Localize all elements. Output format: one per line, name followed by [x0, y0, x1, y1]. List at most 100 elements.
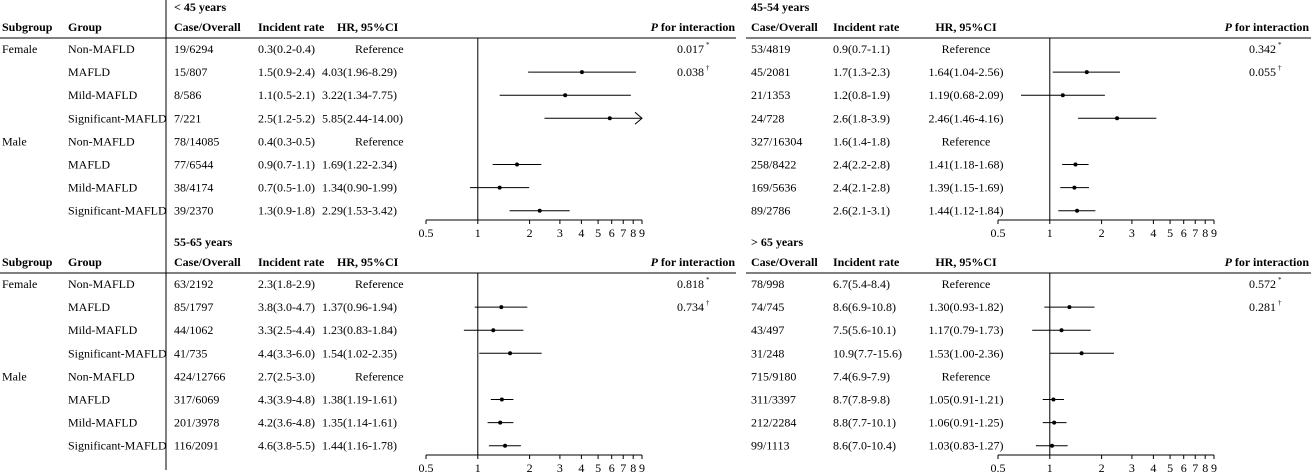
subgroup-label: Female	[2, 42, 37, 56]
case-overall-cell: 258/8422	[751, 158, 796, 172]
x-tick-label: 8	[630, 461, 636, 475]
hr-point	[499, 305, 504, 310]
case-overall-cell: 45/2081	[751, 65, 790, 79]
panel-title: 45-54 years	[751, 0, 810, 14]
incident-rate-cell: 1.1(0.5-2.1)	[258, 88, 315, 102]
group-label: Non-MAFLD	[68, 42, 135, 56]
header-incident-rate: Incident rate	[258, 20, 325, 34]
hr-point	[508, 351, 513, 356]
incident-rate-cell: 10.9(7.7-15.6)	[833, 346, 902, 360]
case-overall-cell: 116/2091	[174, 439, 219, 453]
hr-cell: 1.38(1.19-1.61)	[322, 393, 397, 407]
p-value: 0.818	[677, 277, 704, 291]
panel-2: 45-54 years Case/Overall Incident rate HR, …	[746, 0, 1311, 240]
x-tick-label: 4	[1150, 226, 1156, 240]
hr-point	[503, 443, 508, 448]
x-tick-label: 9	[639, 226, 645, 240]
header-group: Group	[68, 255, 102, 269]
case-overall-cell: 89/2786	[751, 204, 790, 218]
x-tick-label: 7	[620, 461, 626, 475]
group-label: Non-MAFLD	[68, 369, 135, 383]
hr-cell: Reference	[942, 277, 991, 291]
x-tick-label: 3	[1129, 226, 1135, 240]
x-tick-label: 6	[609, 461, 615, 475]
x-tick-label: 7	[1192, 226, 1198, 240]
hr-cell: 1.30(0.93-1.82)	[929, 300, 1004, 314]
x-tick-label: 5	[1167, 226, 1173, 240]
x-tick-label: 7	[1192, 461, 1198, 475]
group-label: MAFLD	[68, 300, 110, 314]
group-label: Significant-MAFLD	[68, 204, 167, 218]
hr-cell: 1.06(0.91-1.25)	[929, 416, 1004, 430]
p-value-mark: *	[1278, 41, 1282, 49]
x-tick-label: 6	[609, 226, 615, 240]
incident-rate-cell: 7.4(6.9-7.9)	[833, 369, 890, 383]
incident-rate-cell: 4.3(3.9-4.8)	[258, 393, 315, 407]
hr-point	[491, 328, 496, 333]
case-overall-cell: 169/5636	[751, 181, 796, 195]
case-overall-cell: 77/6544	[174, 158, 213, 172]
x-tick-label: 4	[578, 461, 584, 475]
x-tick-label: 5	[595, 226, 601, 240]
header-hr: HR, 95%CI	[337, 20, 399, 34]
incident-rate-cell: 1.3(0.9-1.8)	[258, 204, 315, 218]
x-tick-label: 3	[557, 461, 563, 475]
hr-cell: 1.41(1.18-1.68)	[929, 158, 1004, 172]
hr-point	[563, 93, 568, 98]
p-value-mark: *	[706, 41, 710, 49]
case-overall-cell: 8/586	[174, 88, 201, 102]
hr-point	[499, 397, 504, 402]
incident-rate-cell: 0.9(0.7-1.1)	[258, 158, 315, 172]
group-label: Mild-MAFLD	[68, 416, 138, 430]
case-overall-cell: 7/221	[174, 111, 201, 125]
incident-rate-cell: 8.6(7.0-10.4)	[833, 439, 896, 453]
case-overall-cell: 311/3397	[751, 393, 796, 407]
p-value: 0.734	[677, 300, 704, 314]
hr-point	[1079, 351, 1084, 356]
incident-rate-cell: 2.4(2.2-2.8)	[833, 158, 890, 172]
header-p-letter: P	[1225, 20, 1233, 34]
x-tick-label: 5	[595, 461, 601, 475]
x-tick-label: 2	[1099, 226, 1105, 240]
group-label: MAFLD	[68, 158, 110, 172]
header-p-interaction: P for interaction	[1225, 255, 1310, 269]
ci-arrow	[634, 111, 643, 125]
hr-cell: Reference	[355, 369, 404, 383]
x-tick-label: 9	[639, 461, 645, 475]
hr-point	[515, 162, 520, 167]
header-subgroup: Subgroup	[2, 255, 53, 269]
incident-rate-cell: 2.5(1.2-5.2)	[258, 111, 315, 125]
x-tick-label: 8	[1202, 461, 1208, 475]
hr-point	[1073, 162, 1078, 167]
panel-title: < 45 years	[174, 0, 226, 14]
incident-rate-cell: 1.5(0.9-2.4)	[258, 65, 315, 79]
hr-cell: Reference	[355, 277, 404, 291]
hr-cell: 1.44(1.16-1.78)	[322, 439, 397, 453]
hr-point	[1075, 208, 1080, 213]
header-p-rest: for interaction	[658, 255, 735, 269]
subgroup-label: Male	[2, 369, 27, 383]
p-value-mark: †	[1278, 64, 1282, 72]
case-overall-cell: 44/1062	[174, 323, 213, 337]
hr-point	[1060, 93, 1065, 98]
hr-cell: 2.29(1.53-3.42)	[322, 204, 397, 218]
x-tick-label: 3	[1129, 461, 1135, 475]
x-tick-label: 5	[1167, 461, 1173, 475]
case-overall-cell: 39/2370	[174, 204, 213, 218]
incident-rate-cell: 2.6(2.1-3.1)	[833, 204, 890, 218]
header-incident-rate: Incident rate	[833, 255, 900, 269]
hr-cell: 4.03(1.96-8.29)	[322, 65, 397, 79]
case-overall-cell: 78/14085	[174, 134, 219, 148]
hr-point	[1059, 328, 1064, 333]
group-label: Significant-MAFLD	[68, 346, 167, 360]
x-tick-label: 8	[630, 226, 636, 240]
x-tick-label: 1	[475, 461, 481, 475]
hr-cell: 3.22(1.34-7.75)	[322, 88, 397, 102]
incident-rate-cell: 3.3(2.5-4.4)	[258, 323, 315, 337]
incident-rate-cell: 2.7(2.5-3.0)	[258, 369, 315, 383]
hr-cell: Reference	[942, 369, 991, 383]
p-value-mark: *	[1278, 276, 1282, 284]
hr-cell: 1.39(1.15-1.69)	[929, 181, 1004, 195]
hr-point	[1050, 443, 1055, 448]
header-p-letter: P	[651, 255, 659, 269]
